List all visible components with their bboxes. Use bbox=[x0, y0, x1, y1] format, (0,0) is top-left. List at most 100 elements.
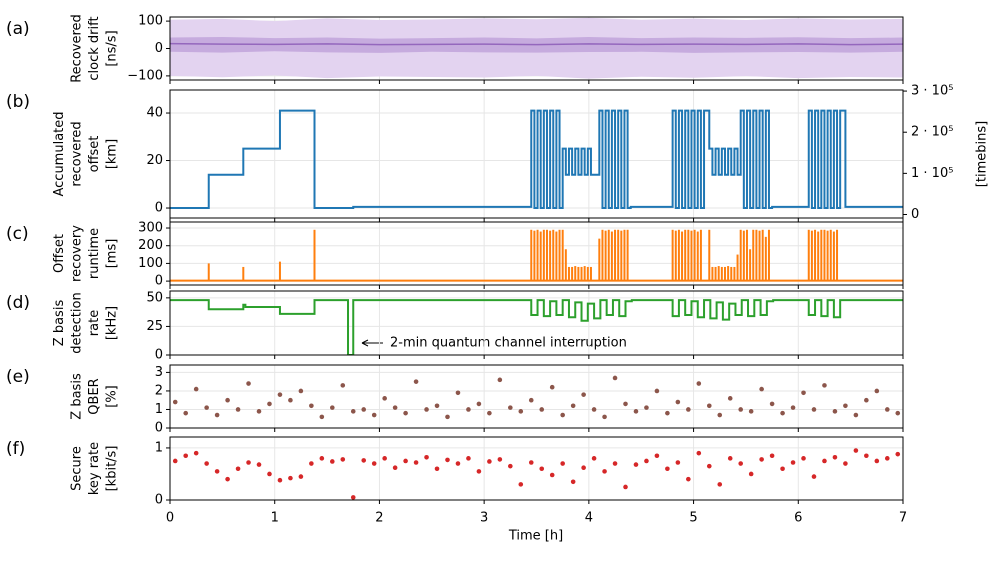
point bbox=[560, 461, 565, 466]
panel-label: (c) bbox=[6, 224, 29, 244]
point bbox=[528, 397, 534, 403]
y2-axis-label: [timebins] bbox=[975, 121, 990, 187]
point bbox=[696, 381, 702, 386]
point bbox=[633, 409, 639, 414]
point bbox=[319, 456, 325, 461]
point bbox=[246, 460, 251, 465]
y-axis-label: [kbit/s] bbox=[105, 446, 120, 492]
point bbox=[675, 460, 681, 465]
point bbox=[602, 414, 607, 420]
point bbox=[225, 476, 230, 482]
point bbox=[256, 462, 262, 467]
point bbox=[895, 410, 901, 416]
point bbox=[591, 407, 597, 412]
point bbox=[256, 409, 262, 414]
point bbox=[738, 461, 743, 466]
point bbox=[874, 458, 880, 464]
point bbox=[727, 396, 733, 401]
point bbox=[277, 477, 283, 483]
y-tick-label: 0 bbox=[155, 41, 163, 56]
y-axis-label: [ns/s] bbox=[105, 30, 120, 66]
point bbox=[549, 384, 555, 390]
panel-label: (b) bbox=[6, 92, 30, 112]
point bbox=[288, 397, 293, 403]
step-line bbox=[170, 109, 903, 210]
point bbox=[644, 458, 649, 464]
point bbox=[434, 403, 440, 409]
point bbox=[403, 458, 408, 464]
x-axis-label: Time [h] bbox=[508, 529, 563, 544]
point bbox=[759, 457, 764, 462]
y2-tick-label: 3 · 10⁵ bbox=[911, 84, 953, 99]
y-tick-label: 50 bbox=[146, 290, 163, 305]
point bbox=[455, 461, 461, 466]
y-axis-label: [kHz] bbox=[105, 306, 120, 340]
point bbox=[434, 466, 440, 472]
point bbox=[811, 407, 817, 412]
point bbox=[528, 460, 534, 465]
point bbox=[623, 401, 628, 407]
point bbox=[235, 407, 241, 412]
axes-frame bbox=[169, 364, 904, 429]
point bbox=[298, 388, 304, 394]
y-axis-label: Secure bbox=[70, 446, 85, 491]
point bbox=[602, 469, 607, 474]
point bbox=[183, 453, 189, 459]
point bbox=[738, 407, 743, 412]
point bbox=[570, 479, 576, 485]
y-axis-label: [km] bbox=[105, 139, 120, 169]
point bbox=[382, 456, 387, 461]
axes-frame bbox=[169, 221, 904, 286]
point bbox=[371, 412, 377, 418]
point bbox=[612, 461, 618, 466]
plot-area bbox=[172, 448, 901, 500]
point bbox=[172, 458, 178, 464]
x-tick-label: 5 bbox=[689, 511, 697, 526]
point bbox=[832, 409, 838, 414]
y-axis-label: key rate bbox=[87, 442, 102, 495]
point bbox=[790, 405, 796, 410]
point bbox=[654, 388, 660, 394]
point bbox=[193, 386, 199, 392]
point bbox=[193, 450, 199, 456]
axes-frame bbox=[169, 290, 904, 356]
y-tick-label: 1 bbox=[155, 440, 163, 455]
point bbox=[382, 396, 387, 401]
x-tick-label: 0 bbox=[166, 511, 174, 526]
point bbox=[508, 463, 513, 469]
point bbox=[298, 474, 304, 479]
y-axis-label: offset bbox=[87, 136, 102, 173]
point bbox=[864, 453, 869, 459]
y2-tick-label: 1 · 10⁵ bbox=[911, 166, 953, 181]
y-axis-label: [ms] bbox=[105, 239, 120, 269]
plot-area bbox=[172, 375, 901, 420]
point bbox=[497, 457, 503, 462]
point bbox=[267, 401, 272, 407]
point bbox=[717, 482, 723, 487]
point bbox=[476, 401, 482, 407]
point bbox=[748, 409, 754, 414]
y-axis-label: detection bbox=[70, 292, 85, 353]
point bbox=[811, 474, 817, 479]
y-tick-label: 40 bbox=[146, 106, 163, 121]
y-tick-label: 1 bbox=[155, 402, 163, 417]
point bbox=[853, 448, 859, 453]
plot-area bbox=[170, 299, 903, 355]
y-tick-label: −100 bbox=[127, 68, 163, 83]
point bbox=[214, 469, 220, 474]
point bbox=[612, 375, 618, 381]
point bbox=[769, 401, 775, 407]
y-tick-label: 20 bbox=[146, 153, 163, 168]
point bbox=[392, 465, 398, 471]
point bbox=[330, 459, 335, 464]
y-tick-label: 25 bbox=[146, 319, 163, 334]
point bbox=[309, 461, 314, 466]
point bbox=[476, 469, 482, 474]
point bbox=[518, 409, 524, 414]
x-tick-label: 7 bbox=[899, 511, 907, 526]
y-axis-label: Recovered bbox=[70, 14, 85, 83]
step-line bbox=[170, 299, 903, 355]
y-tick-label: 100 bbox=[138, 256, 163, 271]
point bbox=[455, 390, 461, 396]
